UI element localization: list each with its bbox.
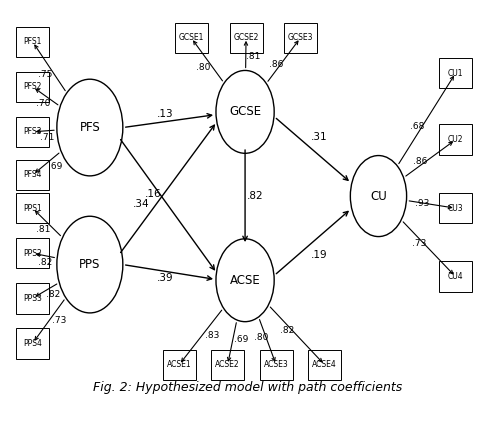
Text: .70: .70 — [36, 99, 50, 108]
Text: CU4: CU4 — [448, 272, 463, 281]
Text: .82: .82 — [38, 258, 52, 267]
Text: .81: .81 — [246, 52, 260, 61]
Text: .83: .83 — [205, 331, 219, 340]
Text: .69: .69 — [48, 162, 62, 171]
Text: .82: .82 — [280, 325, 295, 335]
Text: .93: .93 — [415, 199, 430, 208]
Text: .31: .31 — [311, 132, 328, 142]
Text: .73: .73 — [52, 316, 66, 325]
Text: .73: .73 — [412, 239, 426, 248]
Text: .82: .82 — [247, 191, 263, 201]
Text: GCSE1: GCSE1 — [179, 33, 204, 43]
Text: CU1: CU1 — [448, 69, 463, 77]
Text: ACSE: ACSE — [230, 274, 260, 287]
Text: .82: .82 — [46, 290, 60, 299]
Text: Fig. 2: Hypothesized model with path coefficients: Fig. 2: Hypothesized model with path coe… — [93, 381, 402, 394]
Text: ACSE1: ACSE1 — [167, 360, 192, 369]
Text: GCSE: GCSE — [229, 105, 261, 118]
Text: PPS1: PPS1 — [23, 204, 42, 213]
Text: ACSE3: ACSE3 — [264, 360, 289, 369]
Text: .80: .80 — [254, 333, 268, 341]
Text: .80: .80 — [196, 63, 210, 72]
Text: .16: .16 — [145, 189, 161, 199]
Text: CU3: CU3 — [448, 204, 463, 213]
Text: .81: .81 — [36, 225, 50, 234]
Text: .86: .86 — [413, 157, 428, 166]
Text: PPS3: PPS3 — [23, 294, 42, 303]
Text: CU2: CU2 — [448, 135, 463, 144]
Text: .68: .68 — [410, 123, 424, 131]
Text: .86: .86 — [269, 60, 283, 69]
Text: PFS: PFS — [80, 121, 100, 134]
Text: CU: CU — [370, 189, 387, 203]
Text: PPS4: PPS4 — [23, 339, 42, 348]
Text: PPS: PPS — [79, 258, 100, 271]
Text: PFS1: PFS1 — [23, 37, 42, 46]
Text: .34: .34 — [133, 199, 149, 209]
Text: .39: .39 — [157, 273, 173, 283]
Text: ACSE2: ACSE2 — [215, 360, 240, 369]
Text: .13: .13 — [157, 109, 173, 119]
Text: GCSE3: GCSE3 — [288, 33, 313, 43]
Text: .75: .75 — [38, 70, 52, 79]
Text: .71: .71 — [40, 133, 54, 142]
Text: PFS4: PFS4 — [23, 171, 42, 179]
Text: .69: .69 — [235, 336, 249, 344]
Text: PFS2: PFS2 — [23, 83, 42, 91]
Text: PFS3: PFS3 — [23, 127, 42, 136]
Text: ACSE4: ACSE4 — [312, 360, 337, 369]
Text: PPS2: PPS2 — [23, 249, 42, 258]
Text: .19: .19 — [311, 250, 328, 260]
Text: GCSE2: GCSE2 — [233, 33, 259, 43]
